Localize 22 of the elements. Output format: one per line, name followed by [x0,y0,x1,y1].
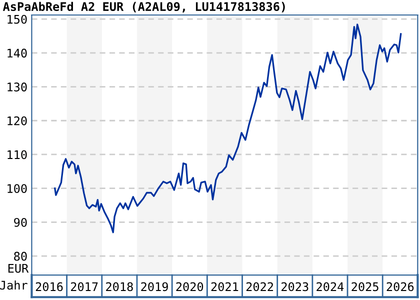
x-tick-label: 2020 [176,282,204,292]
x-axis-title: Jahr [0,280,28,290]
x-tick-label: 2022 [246,282,273,292]
y-tick-label: 80 [14,252,27,261]
y-tick-label: 110 [8,150,27,160]
y-tick-label: 130 [8,82,27,92]
y-tick-label: 120 [8,116,27,126]
y-tick-label: 140 [8,48,27,58]
y-tick-label: 90 [14,218,27,227]
x-tick-label: 2023 [282,282,308,292]
x-tick-label: 2016 [36,282,63,292]
y-tick-label: 100 [8,184,27,194]
x-tick-label: 2021 [211,282,238,292]
x-tick-label: 2025 [352,282,378,292]
chart-title: AsPaAbReFd A2 EUR (A2AL09, LU1417813836) [2,2,285,12]
x-tick-label: 2026 [386,282,414,292]
x-tick-label: 2019 [141,282,168,292]
y-axis-title: EUR [8,264,29,273]
x-tick-label: 2024 [316,282,344,292]
x-tick-label: 2018 [106,282,133,292]
x-tick-label: 2017 [71,282,98,292]
y-tick-label: 150 [8,14,27,24]
